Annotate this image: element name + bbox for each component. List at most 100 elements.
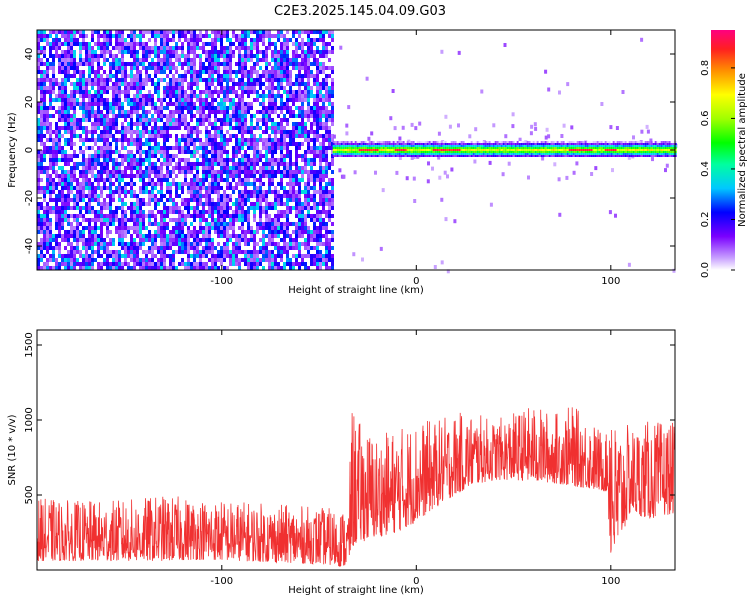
spectrogram-cell — [163, 114, 166, 118]
spectrogram-cell — [283, 90, 286, 94]
spectrogram-cell — [64, 266, 67, 270]
spectrogram-cell — [115, 210, 118, 214]
spectrogram-cell — [253, 246, 256, 250]
spectrogram-cell — [265, 202, 268, 206]
spectrogram-tone-cell — [360, 155, 363, 157]
spectrogram-cell — [283, 202, 286, 206]
spectrogram-cell — [196, 86, 199, 90]
spectrogram-cell — [211, 98, 214, 102]
spectrogram-cell — [304, 158, 307, 162]
spectrogram-cell — [241, 106, 244, 110]
spectrogram-cell — [250, 134, 253, 138]
spectrogram-cell — [193, 226, 196, 230]
spectrogram-cell — [130, 30, 133, 34]
spectrogram-tone-cell — [350, 141, 353, 143]
spectrogram-cell — [313, 234, 316, 238]
spectrogram-cell — [229, 170, 232, 174]
spectrogram-cell — [265, 206, 268, 210]
spectrogram-cell — [43, 230, 46, 234]
spectrogram-cell — [223, 62, 226, 66]
spectrogram-cell — [235, 262, 238, 266]
spectrogram-cell — [205, 126, 208, 130]
spectrogram-cell — [247, 230, 250, 234]
spectrogram-cell — [196, 110, 199, 114]
spectrogram-cell — [79, 238, 82, 242]
spectrogram-cell — [184, 214, 187, 218]
spectrogram-cell — [289, 38, 292, 42]
spectrogram-cell — [265, 30, 268, 34]
spectrogram-cell — [193, 210, 196, 214]
spectrogram-cell — [214, 222, 217, 226]
spectrogram-speckle — [621, 90, 625, 94]
spectrogram-cell — [241, 166, 244, 170]
spectrogram-cell — [100, 266, 103, 270]
spectrogram-cell — [220, 262, 223, 266]
spectrogram-cell — [46, 114, 49, 118]
spectrogram-cell — [283, 70, 286, 74]
spectrogram-cell — [220, 210, 223, 214]
spectrogram-cell — [304, 186, 307, 190]
spectrogram-cell — [208, 90, 211, 94]
spectrogram-tone-cell — [388, 155, 391, 157]
spectrogram-cell — [268, 254, 271, 258]
spectrogram-tone-cell — [334, 149, 337, 151]
spectrogram-cell — [148, 66, 151, 70]
spectrogram-cell — [40, 86, 43, 90]
spectrogram-cell — [124, 222, 127, 226]
spectrogram-cell — [145, 118, 148, 122]
spectrogram-tone-cell — [352, 155, 355, 157]
spectrogram-cell — [295, 74, 298, 78]
spectrogram-cell — [256, 146, 259, 150]
spectrogram-tone-cell — [368, 151, 371, 153]
spectrogram-cell — [193, 174, 196, 178]
spectrogram-cell — [139, 154, 142, 158]
spectrogram-cell — [232, 78, 235, 82]
spectrogram-cell — [214, 90, 217, 94]
spectrogram-cell — [58, 174, 61, 178]
spectrogram-cell — [88, 222, 91, 226]
spectrogram-speckle — [391, 89, 395, 93]
spectrogram-cell — [280, 82, 283, 86]
spectrogram-cell — [37, 34, 40, 38]
spectrogram-cell — [163, 226, 166, 230]
spectrogram-speckle — [405, 176, 409, 181]
spectrogram-cell — [169, 114, 172, 118]
spectrogram-cell — [67, 94, 70, 98]
spectrogram-cell — [118, 250, 121, 254]
spectrogram-cell — [277, 230, 280, 234]
spectrogram-tone-cell — [340, 151, 343, 153]
spectrogram-cell — [226, 174, 229, 178]
spectrogram-cell — [70, 142, 73, 146]
spectrogram-speckle — [453, 219, 457, 224]
spectrogram-cell — [331, 162, 334, 166]
spectrogram-cell — [88, 70, 91, 74]
spectrogram-cell — [232, 54, 235, 58]
spectrogram-cell — [265, 122, 268, 126]
spectrogram-speckle — [446, 174, 449, 179]
spectrogram-tone-cell — [346, 149, 349, 151]
spectrogram-tone-cell — [364, 143, 367, 145]
spectrogram-cell — [166, 30, 169, 34]
spectrogram-cell — [193, 230, 196, 234]
spectrogram-cell — [169, 194, 172, 198]
spectrogram-cell — [163, 30, 166, 34]
spectrogram-tone-cell — [366, 155, 369, 157]
spectrogram-cell — [268, 134, 271, 138]
spectrogram-cell — [265, 114, 268, 118]
spectrogram-cell — [226, 74, 229, 78]
spectrogram-cell — [94, 110, 97, 114]
spectrogram-cell — [37, 82, 40, 86]
spectrogram-cell — [208, 94, 211, 98]
spectrogram-cell — [211, 126, 214, 130]
spectrogram-cell — [205, 34, 208, 38]
spectrogram-cell — [178, 186, 181, 190]
spectrogram-cell — [94, 166, 97, 170]
spectrogram-cell — [196, 182, 199, 186]
spectrogram-cell — [172, 50, 175, 54]
spectrogram-cell — [43, 198, 46, 202]
spectrogram-cell — [202, 114, 205, 118]
spectrogram-cell — [100, 170, 103, 174]
spectrogram-cell — [118, 266, 121, 270]
spectrogram-cell — [151, 146, 154, 150]
spectrogram-cell — [76, 162, 79, 166]
